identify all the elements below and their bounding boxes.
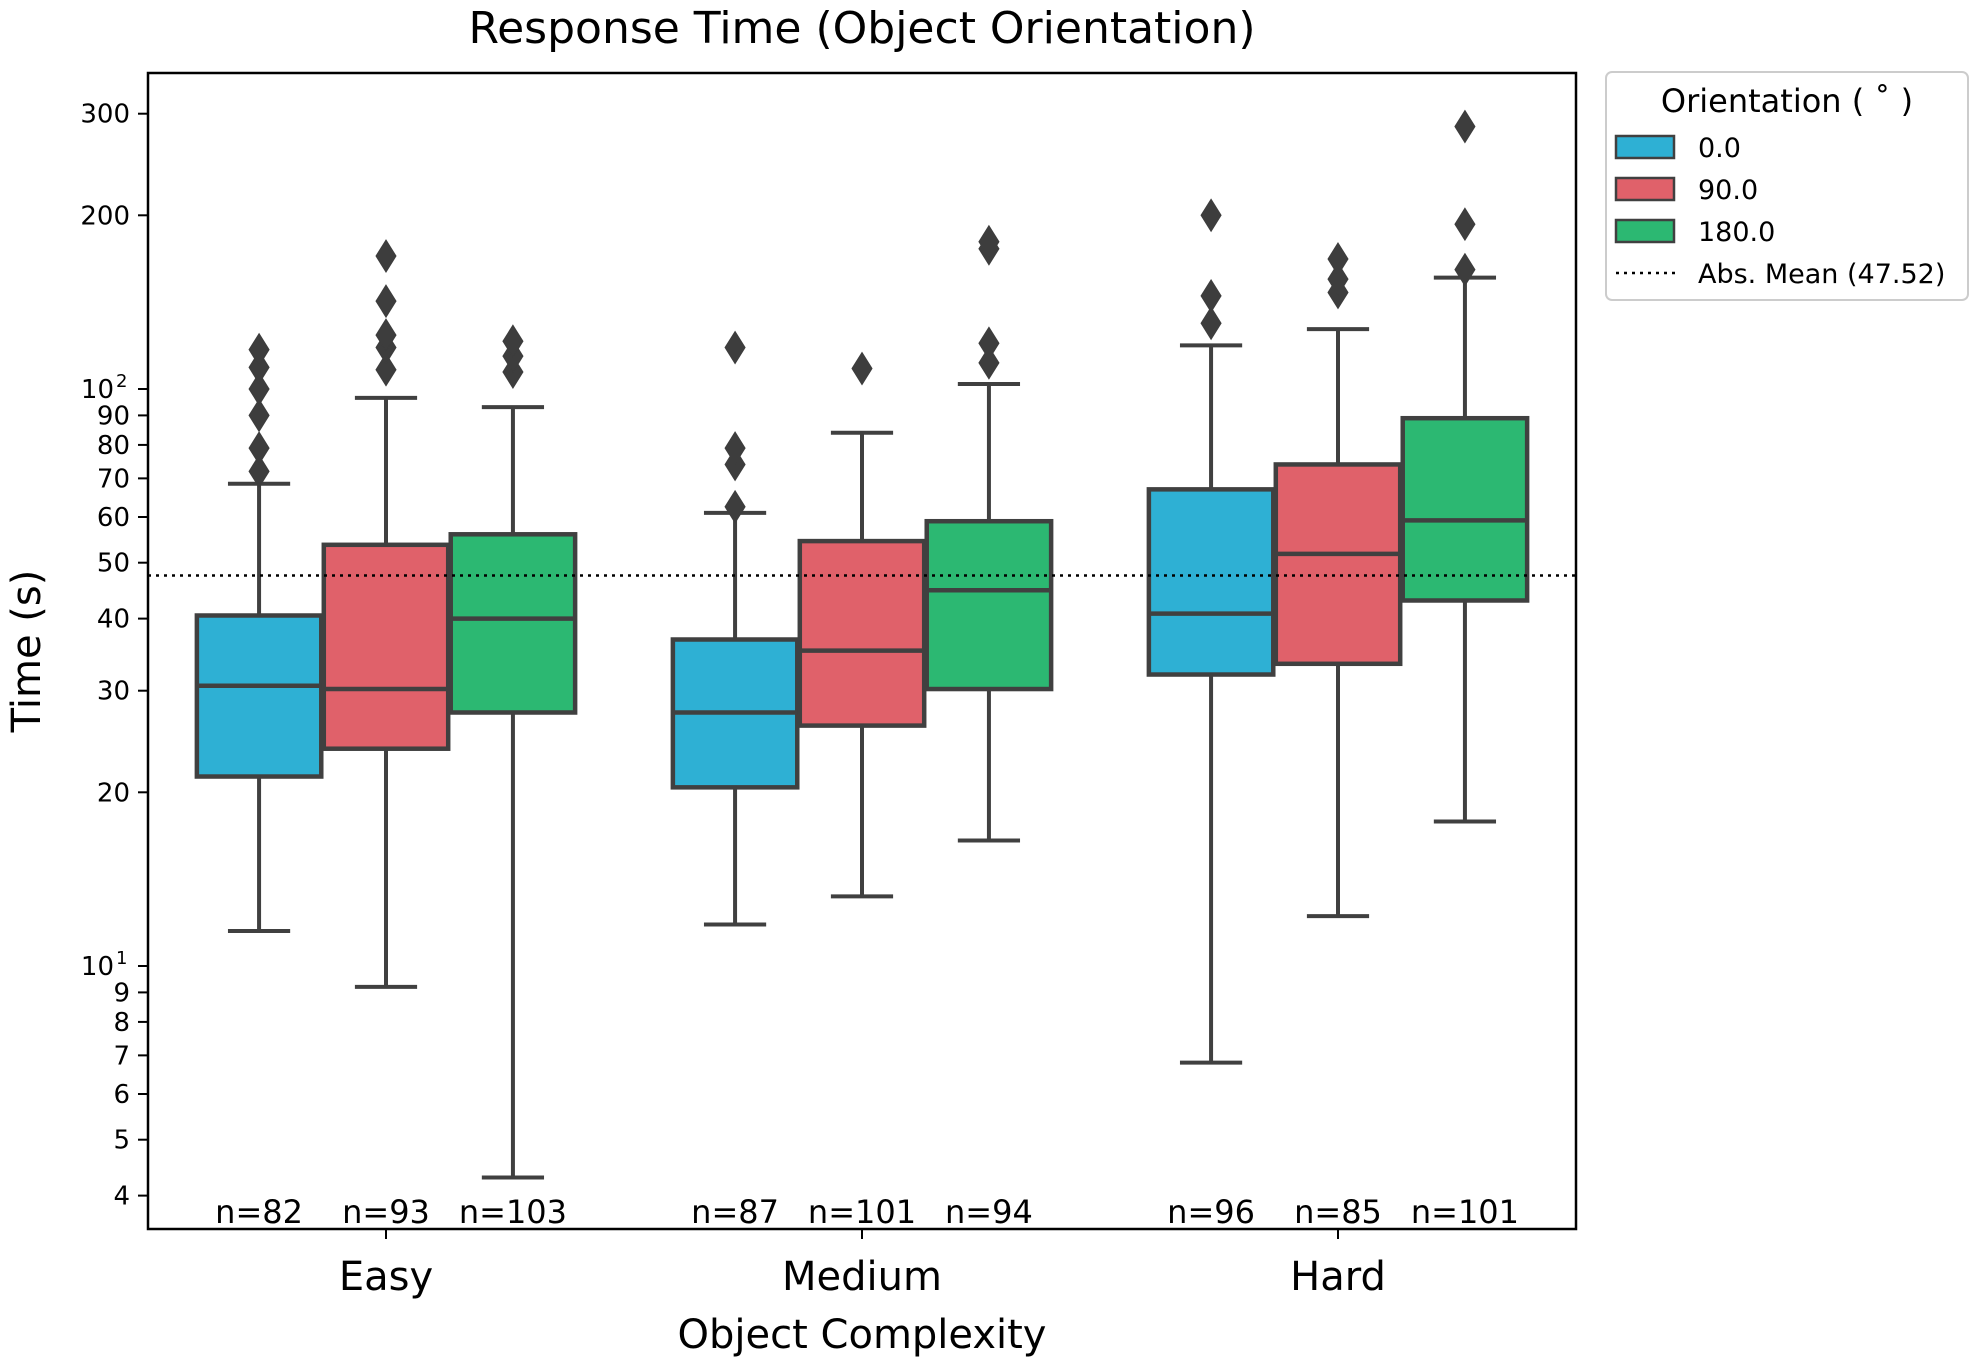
legend-label: 0.0 xyxy=(1698,133,1741,164)
outlier-point xyxy=(978,326,1000,361)
legend-label: 90.0 xyxy=(1698,175,1758,206)
box xyxy=(1146,487,1276,677)
x-axis: Easy Medium Hard xyxy=(339,1229,1386,1300)
sample-size-labels: n=82 n=87 n=96 n=93 n=101 n=85 n=103 n=94 n=101 xyxy=(215,1193,1519,1231)
y-tick-label: 10 xyxy=(81,375,114,405)
sample-size-label: n=85 xyxy=(1294,1193,1382,1231)
outlier-point xyxy=(1454,207,1476,242)
x-tick-label: Medium xyxy=(782,1254,942,1300)
outlier-point xyxy=(1327,242,1349,276)
box-group xyxy=(1146,198,1276,1065)
outlier-point xyxy=(851,351,873,386)
outlier-point xyxy=(724,489,746,524)
box-group xyxy=(1400,109,1530,824)
outlier-point xyxy=(248,398,270,433)
outlier-point xyxy=(978,224,1000,259)
outlier-point xyxy=(978,345,1000,380)
sample-size-label: n=82 xyxy=(215,1193,303,1231)
sample-size-label: n=101 xyxy=(1411,1193,1519,1231)
y-tick-label: 40 xyxy=(97,605,130,635)
x-axis-label: Object Complexity xyxy=(678,1312,1047,1358)
y-axis-label: Time (s) xyxy=(4,570,50,734)
y-tick-label: 4 xyxy=(113,1182,130,1212)
sample-size-label: n=101 xyxy=(808,1193,916,1231)
box xyxy=(1273,462,1403,667)
sample-size-label: n=87 xyxy=(691,1193,779,1231)
y-tick-label: 300 xyxy=(80,100,130,130)
legend-title: Orientation ( ˚ ) xyxy=(1661,82,1913,120)
y-tick-label: 30 xyxy=(97,677,130,707)
y-tick-label: 70 xyxy=(97,464,130,494)
legend-swatch xyxy=(1614,134,1676,160)
outlier-point xyxy=(375,318,397,353)
legend-frame xyxy=(1605,71,1969,301)
outlier-point xyxy=(1200,198,1222,233)
box xyxy=(797,538,927,728)
legend-label: 180.0 xyxy=(1698,217,1775,248)
sample-size-label: n=103 xyxy=(459,1193,567,1231)
box xyxy=(1400,415,1530,603)
y-tick-exponent: 1 xyxy=(116,948,127,969)
outlier-point xyxy=(1327,262,1349,297)
box-group xyxy=(1273,242,1403,919)
y-tick-label: 90 xyxy=(97,401,130,431)
y-tick-label: 7 xyxy=(113,1041,130,1071)
y-tick-label: 60 xyxy=(97,503,130,533)
outlier-point xyxy=(1200,306,1222,341)
outlier-point xyxy=(375,284,397,319)
box xyxy=(448,532,578,715)
legend: Orientation ( ˚ ) 0.0 90.0 180.0 Abs. Mean… xyxy=(1605,71,1969,301)
boxplot-series xyxy=(194,109,1530,1180)
outlier-point xyxy=(248,431,270,466)
box-group xyxy=(321,239,451,989)
y-tick-label: 8 xyxy=(113,1008,130,1038)
box-group xyxy=(797,351,927,899)
outlier-point xyxy=(502,324,524,359)
box-group xyxy=(924,224,1054,843)
sample-size-label: n=93 xyxy=(342,1193,430,1231)
legend-swatch xyxy=(1614,218,1676,244)
outlier-point xyxy=(375,239,397,273)
y-tick-label: 6 xyxy=(113,1080,130,1110)
y-tick-label: 50 xyxy=(97,549,130,579)
outlier-point xyxy=(1454,109,1476,144)
outlier-point xyxy=(1454,252,1476,287)
y-tick-label: 20 xyxy=(97,778,130,808)
outlier-point xyxy=(1200,278,1222,313)
box-group xyxy=(670,330,800,927)
chart-title: Response Time (Object Orientation) xyxy=(469,3,1256,54)
legend-swatch xyxy=(1614,176,1676,202)
x-tick-label: Easy xyxy=(339,1254,433,1300)
plot-frame xyxy=(146,71,1578,1231)
box-group xyxy=(194,332,324,933)
y-tick-label: 5 xyxy=(113,1126,130,1156)
y-tick-label: 80 xyxy=(97,431,130,461)
box-group xyxy=(448,324,578,1180)
outlier-point xyxy=(248,454,270,489)
box xyxy=(321,542,451,751)
legend-mean-label: Abs. Mean (47.52) xyxy=(1698,259,1945,290)
outlier-point xyxy=(248,332,270,367)
outlier-point xyxy=(248,350,270,385)
y-tick-label: 200 xyxy=(80,201,130,231)
legend-items: 0.0 90.0 180.0 xyxy=(1614,133,1775,248)
y-tick-exponent: 2 xyxy=(116,371,127,392)
y-tick-label: 9 xyxy=(113,978,130,1008)
outlier-point xyxy=(248,372,270,406)
sample-size-label: n=94 xyxy=(945,1193,1033,1231)
y-tick-label: 10 xyxy=(81,952,114,982)
sample-size-label: n=96 xyxy=(1167,1193,1255,1231)
outlier-point xyxy=(724,330,746,365)
x-tick-label: Hard xyxy=(1290,1254,1386,1300)
box xyxy=(194,613,324,779)
box xyxy=(924,518,1054,692)
outlier-point xyxy=(724,431,746,466)
outlier-point xyxy=(375,352,397,387)
